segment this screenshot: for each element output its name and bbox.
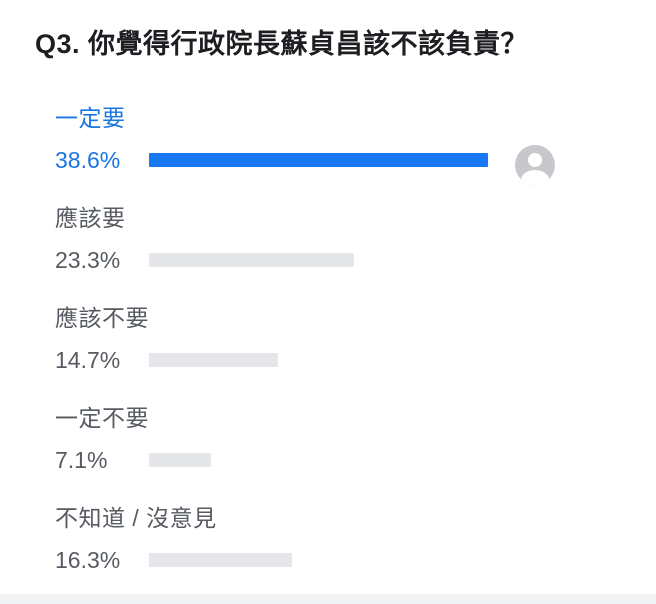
- page-footer-strip: [0, 594, 656, 604]
- option-label: 一定要: [55, 105, 126, 131]
- result-bar: [149, 253, 354, 267]
- poll-option-row[interactable]: 不知道 / 沒意見 16.3%: [55, 504, 656, 574]
- option-label: 不知道 / 沒意見: [55, 505, 217, 531]
- poll-option-row[interactable]: 應該不要 14.7%: [55, 304, 656, 374]
- poll-option-row[interactable]: 一定不要 7.1%: [55, 404, 656, 474]
- option-percentage: 7.1%: [55, 446, 108, 473]
- option-percentage: 14.7%: [55, 346, 121, 373]
- poll-question-title: Q3. 你覺得行政院長蘇貞昌該不該負責？: [35, 29, 529, 59]
- poll-option-row[interactable]: 一定要 38.6%: [55, 104, 656, 185]
- poll-option-row[interactable]: 應該要 23.3%: [55, 204, 656, 274]
- option-percentage: 38.6%: [55, 146, 121, 173]
- result-bar: [149, 453, 211, 467]
- option-percentage: 23.3%: [55, 246, 121, 273]
- voter-avatar-icon[interactable]: [515, 145, 555, 185]
- option-label: 一定不要: [55, 405, 149, 431]
- option-label: 應該不要: [55, 305, 149, 331]
- result-bar: [149, 153, 488, 167]
- result-bar: [149, 353, 278, 367]
- option-label: 應該要: [55, 205, 126, 231]
- result-bar: [149, 553, 292, 567]
- option-percentage: 16.3%: [55, 546, 121, 573]
